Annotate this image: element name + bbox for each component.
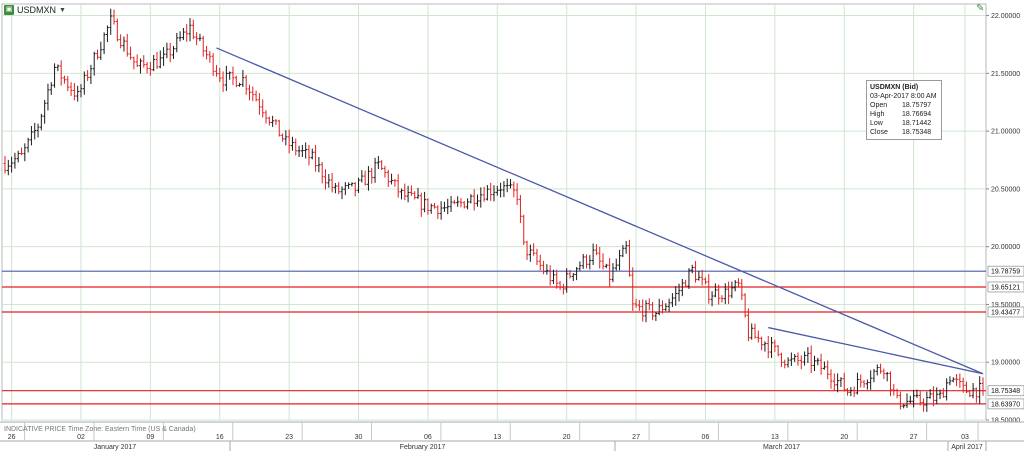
x-tick-label: 27: [910, 434, 918, 441]
tooltip-label-open: Open: [870, 102, 888, 109]
y-tick-label: 20.50000: [991, 186, 1020, 193]
tooltip-label-low: Low: [870, 120, 883, 127]
x-tick-label: 03: [961, 434, 969, 441]
tooltip-row: Low 18.71442: [870, 119, 938, 128]
price-level-label: 19.43477: [991, 309, 1020, 316]
y-tick-label: 21.00000: [991, 129, 1020, 136]
x-tick-label: 06: [424, 434, 432, 441]
month-label: January 2017: [94, 444, 137, 451]
plot-area: [1, 3, 987, 421]
tooltip-title: USDMXN (Bid): [870, 84, 919, 91]
trendline: [768, 326, 984, 375]
x-tick-label: 27: [632, 434, 640, 441]
price-level-label: 19.65121: [991, 284, 1020, 291]
tooltip-value-low: 18.71442: [902, 120, 932, 127]
x-tick-label: 09: [146, 434, 154, 441]
y-tick-label: 21.50000: [991, 71, 1020, 78]
tooltip-label-high: High: [870, 111, 885, 118]
tooltip-date: 03-Apr-2017 8:00 AM: [870, 93, 937, 100]
x-tick-label: 13: [771, 434, 779, 441]
chart-symbol-icon: ▣: [4, 5, 14, 15]
x-tick-label: 23: [285, 434, 293, 441]
x-tick-label: 20: [563, 434, 571, 441]
price-level-label: 18.63970: [991, 401, 1020, 408]
y-tick-label: 18.50000: [991, 418, 1020, 425]
pencil-icon[interactable]: ✎: [976, 3, 985, 14]
x-tick-label: 06: [702, 434, 710, 441]
tooltip-value-high: 18.76694: [902, 111, 932, 118]
x-tick-label: 26: [8, 434, 16, 441]
trendline: [216, 47, 984, 375]
price-level-label: 19.78759: [991, 269, 1020, 276]
tooltip-row: Close 18.75348: [870, 128, 938, 137]
horizontal-levels: [2, 270, 986, 405]
month-label: April 2017: [951, 444, 983, 451]
x-tick-label: 30: [355, 434, 363, 441]
price-axis[interactable]: 22.00000 21.50000 21.00000 20.50000 20.00000…: [986, 13, 1024, 425]
trendlines: [216, 47, 984, 375]
x-tick-label: 02: [77, 434, 85, 441]
price-level-flag: [987, 281, 1024, 293]
candlestick-series: [3, 8, 985, 412]
tooltip-value-open: 18.75797: [902, 102, 932, 109]
y-tick-label: 19.50000: [991, 302, 1020, 309]
price-level-flag: [987, 398, 1024, 410]
chart-header[interactable]: ▣ USDMXN ▼: [4, 3, 66, 17]
month-label: February 2017: [400, 444, 446, 451]
tooltip-row: High 18.76694: [870, 110, 938, 119]
tooltip-label-close: Close: [870, 129, 888, 136]
price-level-label: 18.75348: [991, 388, 1020, 395]
x-tick-label: 13: [493, 434, 501, 441]
time-axis[interactable]: 26 02 09 16 23 30 06 13 20 27 06 13 20 27 03 January 20…: [0, 421, 1024, 451]
x-tick-label: 16: [216, 434, 224, 441]
y-tick-label: 19.00000: [991, 360, 1020, 367]
chart-grid: [1, 3, 987, 421]
symbol-label[interactable]: USDMXN: [17, 5, 57, 15]
price-level-flag: [987, 265, 1024, 277]
price-level-flag: [987, 306, 1024, 318]
x-tick-label: 20: [840, 434, 848, 441]
tooltip-value-close: 18.75348: [902, 129, 932, 136]
price-level-flag: [987, 385, 1024, 397]
symbol-dropdown-icon[interactable]: ▼: [59, 6, 66, 14]
indicative-price-note: INDICATIVE PRICE Time Zone: Eastern Time…: [4, 426, 196, 433]
tooltip-row: Open 18.75797: [870, 101, 938, 110]
ohlc-tooltip: USDMXN (Bid) 03-Apr-2017 8:00 AM Open 18.…: [866, 80, 942, 140]
y-tick-label: 20.00000: [991, 244, 1020, 251]
month-label: March 2017: [763, 444, 800, 451]
y-tick-label: 22.00000: [991, 13, 1020, 20]
